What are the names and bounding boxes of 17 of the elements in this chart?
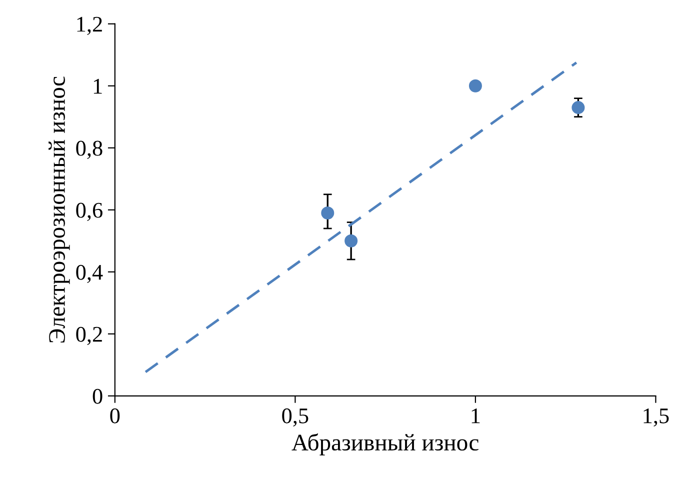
- y-tick-label: 1: [94, 78, 102, 94]
- point: [468, 79, 482, 92]
- point: [344, 234, 358, 248]
- x-tick-label: 1,5: [644, 408, 669, 427]
- x-tick-label: 0,5: [282, 408, 308, 427]
- x-axis-title: Абразивный износ: [292, 433, 478, 456]
- y-tick-label: 0,8: [76, 140, 102, 159]
- y-tick-label: 1,2: [77, 16, 102, 35]
- point: [572, 101, 585, 114]
- y-axis-title: Электроэрозионный износ: [48, 76, 70, 343]
- y-tick-label: 0: [92, 388, 102, 404]
- x-tick-label: 1: [472, 408, 480, 424]
- y-tick-label: 0,6: [76, 202, 102, 222]
- point: [321, 206, 334, 220]
- x-tick-label: 0: [110, 408, 120, 424]
- y-tick-label: 0,2: [76, 326, 102, 346]
- y-tick-label: 0,4: [76, 264, 103, 284]
